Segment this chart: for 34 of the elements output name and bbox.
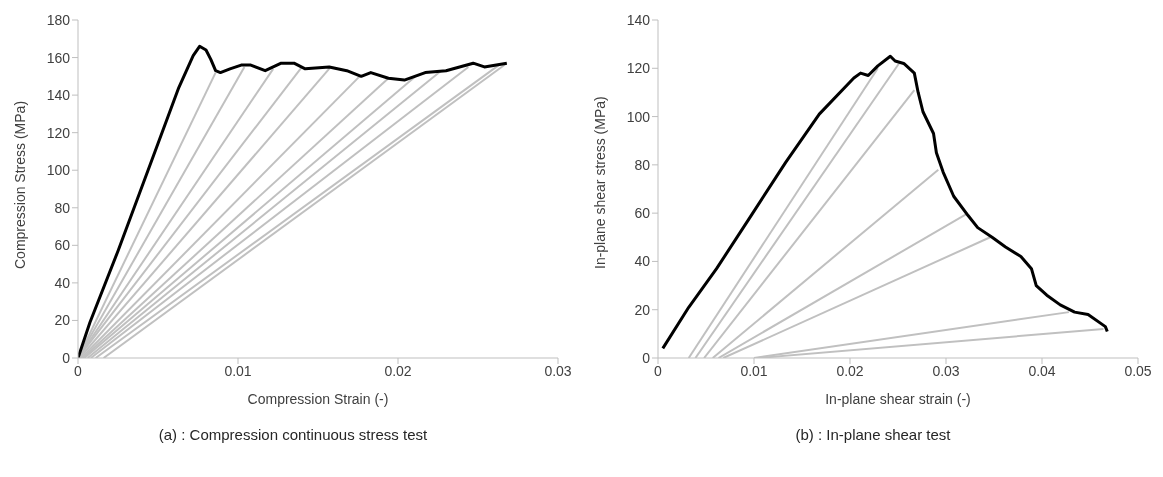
y-tick-label: 100 <box>46 162 71 179</box>
x-tick-label: 0.01 <box>224 362 252 379</box>
y-tick-label: 0 <box>62 349 71 366</box>
y-tick-label: 60 <box>54 237 71 254</box>
y-tick-label: 20 <box>54 312 71 329</box>
y-axis-title: Compression Stress (MPa) <box>11 100 28 269</box>
y-tick-label: 120 <box>626 60 651 77</box>
x-tick-label: 0.01 <box>740 362 768 379</box>
y-tick-label: 0 <box>642 349 651 366</box>
x-tick-label: 0 <box>74 362 83 379</box>
x-axis-title: Compression Strain (-) <box>247 391 389 407</box>
x-tick-label: 0.02 <box>836 362 864 379</box>
text: (a) : Compression continuous stress test <box>157 426 429 443</box>
y-tick-label: 140 <box>626 11 651 28</box>
y-tick-label: 80 <box>634 156 651 173</box>
x-axis-title: In-plane shear strain (-) <box>825 391 971 407</box>
x-tick-label: 0.05 <box>1124 362 1152 379</box>
y-tick-label: 20 <box>634 301 651 318</box>
y-tick-label: 40 <box>54 274 71 291</box>
x-tick-label: 0.04 <box>1028 362 1056 379</box>
x-tick-label: 0.03 <box>544 362 572 379</box>
y-tick-label: 40 <box>634 253 651 270</box>
x-tick-label: 0.02 <box>384 362 412 379</box>
y-tick-label: 120 <box>46 124 71 141</box>
x-tick-label: 0.03 <box>932 362 960 379</box>
y-tick-label: 100 <box>626 108 651 125</box>
y-tick-label: 160 <box>46 49 71 66</box>
y-tick-label: 180 <box>46 11 71 28</box>
y-tick-label: 60 <box>634 205 651 222</box>
y-tick-label: 80 <box>54 199 71 216</box>
text: (b) : In-plane shear test <box>794 426 952 443</box>
y-axis-title: In-plane shear stress (MPa) <box>591 96 608 269</box>
x-tick-label: 0 <box>654 362 663 379</box>
y-tick-label: 140 <box>46 87 71 104</box>
